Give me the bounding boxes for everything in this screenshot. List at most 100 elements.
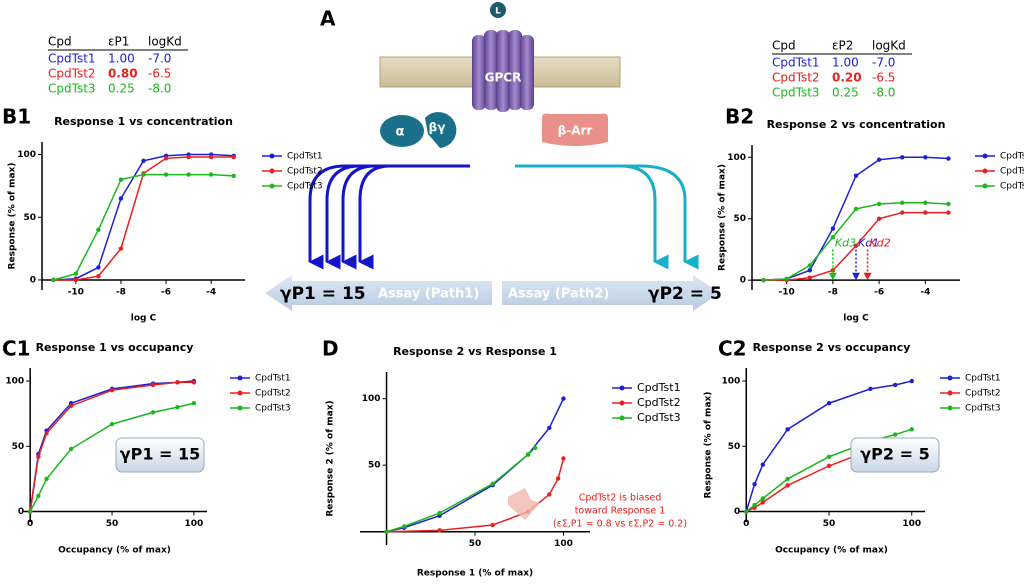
- y-tick-label: 50: [23, 213, 36, 223]
- legend-marker: [982, 153, 988, 159]
- data-point: [44, 431, 49, 436]
- data-point: [490, 481, 495, 486]
- x-tick-label: -6: [874, 288, 884, 298]
- table-cell: CpdTst1: [772, 56, 820, 70]
- y-tick-label: 0: [30, 275, 36, 285]
- data-point: [547, 492, 552, 497]
- data-point: [853, 243, 859, 248]
- x-tick-label: 50: [823, 519, 836, 529]
- data-point: [784, 276, 789, 282]
- legend-marker: [619, 415, 625, 421]
- gamma-box-label: γP2 = 5: [860, 445, 929, 464]
- table-cell: CpdTst1: [48, 52, 96, 66]
- data-point: [561, 456, 566, 461]
- panel-label: C2: [718, 337, 747, 361]
- data-point: [73, 271, 79, 276]
- table-cell: 1.00: [832, 56, 859, 70]
- legend-label: CpdTst3: [965, 404, 1001, 414]
- data-point: [150, 382, 156, 388]
- data-point: [27, 509, 33, 514]
- arrestin: [542, 113, 608, 146]
- x-axis-label: Occupancy (% of max): [58, 546, 171, 556]
- data-point: [752, 502, 757, 508]
- panel-a: A GPCR L α βγ β-Arr γP1 = 15: [265, 2, 722, 311]
- legend-marker: [237, 375, 243, 381]
- y-tick-label: 50: [733, 214, 746, 224]
- data-point: [826, 401, 832, 406]
- data-point: [96, 265, 101, 270]
- assay-path1: Assay (Path1): [378, 287, 479, 302]
- data-point: [231, 173, 236, 179]
- data-point: [785, 427, 790, 432]
- y-tick-label: 0: [18, 507, 24, 517]
- y-axis-label: Response 2 (% of max): [326, 400, 336, 516]
- gamma-p2: γP2 = 5: [648, 284, 722, 304]
- chart-title: Response 1 vs occupancy: [36, 341, 194, 354]
- g-alpha: [380, 115, 424, 147]
- data-point: [384, 529, 389, 534]
- table-cell: -8.0: [148, 82, 171, 96]
- table-header: logKd: [872, 39, 906, 53]
- chart-panel: B2 Response 2 vs concentration -10 -8 -6 -4 0 5…: [718, 105, 1024, 324]
- y-tick-label: 0: [740, 276, 746, 286]
- data-point: [785, 483, 790, 488]
- legend-marker: [947, 390, 953, 396]
- legend-label: CpdTst1: [287, 152, 323, 162]
- data-point: [923, 210, 928, 215]
- legend-marker: [947, 405, 953, 411]
- data-point: [208, 172, 214, 177]
- table-cell: CpdTst3: [48, 82, 96, 96]
- data-point: [561, 396, 566, 401]
- x-tick-label: -8: [116, 287, 126, 297]
- chart-panel: D Response 2 vs Response 150 10050100Respo…: [322, 337, 687, 579]
- data-point: [118, 177, 124, 182]
- x-tick-label: 100: [902, 519, 921, 529]
- x-tick-label: -6: [161, 287, 171, 297]
- g-betagamma: [425, 112, 457, 148]
- table-cell: CpdTst3: [772, 86, 820, 100]
- y-tick-label: 100: [721, 377, 740, 387]
- data-point: [909, 427, 914, 432]
- x-tick-label: 50: [106, 519, 119, 529]
- data-point: [437, 510, 442, 516]
- table-header: Cpd: [48, 35, 72, 49]
- kd-arrowhead: [863, 272, 872, 281]
- data-point: [555, 476, 561, 481]
- data-point: [208, 154, 214, 160]
- data-point: [36, 493, 41, 499]
- bias-note: CpdTst2 is biased: [579, 493, 662, 504]
- data-point: [532, 445, 538, 451]
- panel-label: A: [320, 7, 336, 31]
- x-axis-label: Response 1 (% of max): [417, 569, 533, 579]
- chart-title: Response 2 vs occupancy: [753, 341, 911, 354]
- data-point: [752, 481, 757, 487]
- y-tick-label: 100: [17, 150, 36, 160]
- data-point: [163, 156, 169, 161]
- series-line: [386, 398, 565, 533]
- legend-marker: [269, 183, 275, 189]
- legend-label: CpdTst2: [1000, 167, 1024, 177]
- data-point: [761, 277, 766, 283]
- data-point: [830, 226, 836, 231]
- data-point: [44, 476, 49, 482]
- y-tick-label: 50: [728, 442, 741, 452]
- chart-title: Response 2 vs concentration: [767, 118, 946, 131]
- data-point: [96, 227, 101, 232]
- data-point: [191, 380, 197, 385]
- table-cell: -7.0: [872, 56, 895, 70]
- table-cell: 0.80: [108, 67, 138, 81]
- gamma-box-label: γP1 = 15: [120, 445, 201, 464]
- data-point: [437, 528, 442, 533]
- data-point: [525, 452, 531, 457]
- data-point: [876, 216, 882, 221]
- bias-arrow: [508, 488, 540, 520]
- y-axis-label: Response (% of max): [718, 164, 728, 271]
- legend-marker: [269, 168, 275, 174]
- kd-label: Kd3: [835, 236, 856, 249]
- data-point: [163, 172, 169, 177]
- table-cell: -7.0: [148, 52, 171, 66]
- legend-label: CpdTst3: [287, 182, 323, 192]
- chart-panel: C1 Response 1 vs occupancy 0 50 100 0 50 100 Occ…: [2, 337, 291, 556]
- data-point: [807, 275, 812, 280]
- assay-arrow-1: [265, 275, 492, 311]
